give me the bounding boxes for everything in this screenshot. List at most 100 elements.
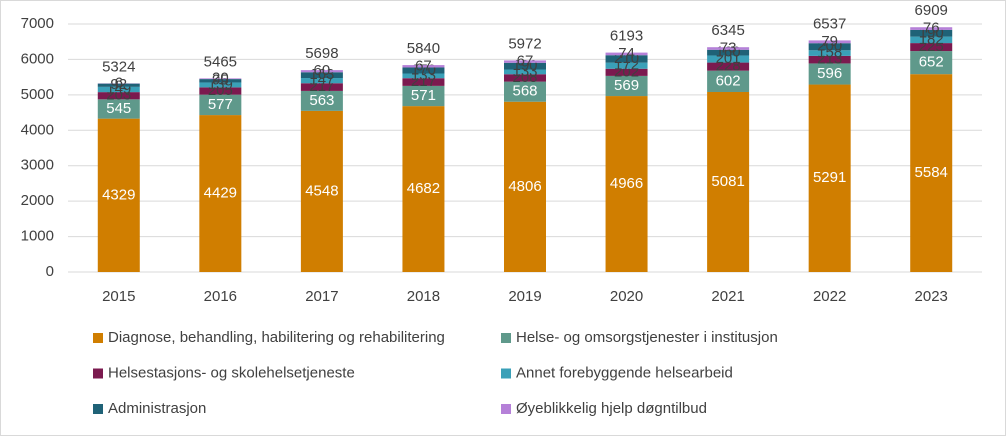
value-label: 6 [115, 74, 123, 91]
bar-segment [402, 106, 445, 272]
bar-segment [605, 55, 648, 63]
total-label: 6909 [915, 2, 948, 19]
y-tick-label: 0 [46, 263, 54, 280]
bar-segment [300, 78, 343, 84]
bar-segment [504, 69, 546, 75]
value-label: 568 [512, 83, 537, 100]
bar-segment [199, 94, 242, 116]
bar-segment [199, 78, 242, 80]
value-label: 4806 [508, 178, 541, 195]
bar-segment [605, 75, 648, 97]
bar-segment [707, 49, 750, 56]
bar-segment [97, 92, 140, 100]
bar-segment [605, 52, 648, 56]
legend-label: Administrasjon [108, 400, 206, 417]
value-label: 5584 [915, 164, 948, 181]
x-tick-label: 2023 [915, 288, 948, 305]
bar-segment [97, 118, 140, 272]
bar-segment [605, 96, 648, 273]
y-tick-label: 1000 [21, 228, 54, 245]
legend-swatch [93, 368, 103, 379]
bar-segment [199, 115, 242, 273]
value-label: 79 [821, 33, 838, 50]
value-label: 545 [106, 100, 131, 117]
bar-segment [707, 62, 750, 71]
bar-segment [300, 83, 343, 91]
bar-segment [808, 43, 851, 51]
x-tick-label: 2021 [711, 288, 744, 305]
bar-segment [808, 50, 851, 56]
bar-segment [707, 47, 750, 50]
bar-segment [910, 29, 953, 37]
legend-swatch [93, 404, 103, 414]
bar-segment [808, 63, 851, 85]
value-label: 571 [411, 87, 436, 104]
bar-segment [910, 36, 953, 44]
bar-segment [97, 86, 140, 93]
legend-label: Helsestasjons- og skolehelsetjeneste [108, 364, 355, 381]
legend-swatch [501, 404, 511, 414]
value-label: 5081 [711, 173, 744, 190]
value-label: 5291 [813, 169, 846, 186]
bar-segment [605, 62, 648, 69]
bar-segment [808, 55, 851, 64]
value-label: 652 [919, 54, 944, 71]
value-label: 4966 [610, 175, 643, 192]
value-label: 4548 [305, 182, 338, 199]
y-tick-label: 7000 [21, 15, 54, 32]
total-label: 5972 [508, 35, 541, 52]
value-label: 569 [614, 77, 639, 94]
bar-segment [402, 78, 445, 86]
value-label: 563 [309, 92, 334, 109]
bar-segment [402, 85, 445, 107]
bar-segment [199, 87, 242, 95]
x-tick-label: 2019 [508, 288, 541, 305]
x-tick-label: 2015 [102, 288, 135, 305]
bar-segment [910, 51, 953, 75]
bar-segment [707, 91, 750, 272]
total-label: 6345 [711, 22, 744, 39]
bar-segment [504, 60, 546, 63]
bar-segment [910, 74, 953, 272]
legend-swatch [501, 368, 511, 379]
total-label: 5840 [407, 40, 440, 57]
bar-segment [504, 62, 546, 70]
value-label: 95 [212, 72, 229, 89]
bar-segment [300, 72, 343, 79]
total-label: 5465 [204, 53, 237, 70]
value-label: 602 [716, 72, 741, 89]
value-label: 73 [720, 39, 737, 56]
value-label: 76 [923, 20, 940, 37]
bar-segment [707, 70, 750, 92]
value-label: 4329 [102, 186, 135, 203]
total-label: 5698 [305, 45, 338, 62]
value-label: 74 [618, 45, 635, 62]
value-label: 4429 [204, 185, 237, 202]
bar-segment [97, 83, 140, 87]
x-tick-label: 2016 [204, 288, 237, 305]
total-label: 6537 [813, 15, 846, 32]
legend-label: Diagnose, behandling, habilitering og re… [108, 329, 445, 346]
value-label: 67 [415, 57, 432, 74]
legend-swatch [93, 333, 103, 343]
bar-segment [199, 79, 242, 83]
value-label: 67 [517, 53, 534, 70]
bar-segment [808, 84, 851, 273]
bar-segment [300, 110, 343, 273]
value-label: 577 [208, 96, 233, 113]
bar-segment [199, 82, 242, 88]
value-label: 60 [314, 62, 331, 79]
y-tick-label: 2000 [21, 192, 54, 209]
y-tick-label: 5000 [21, 86, 54, 103]
total-label: 5324 [102, 58, 135, 75]
total-label: 6193 [610, 28, 643, 45]
value-label: 596 [817, 65, 842, 82]
x-tick-label: 2017 [305, 288, 338, 305]
x-tick-label: 2018 [407, 288, 440, 305]
bar-segment [300, 90, 343, 111]
bar-segment [402, 65, 445, 68]
x-tick-label: 2020 [610, 288, 643, 305]
y-tick-label: 4000 [21, 121, 54, 138]
legend-label: Øyeblikkelig hjelp døgntilbud [516, 400, 707, 417]
